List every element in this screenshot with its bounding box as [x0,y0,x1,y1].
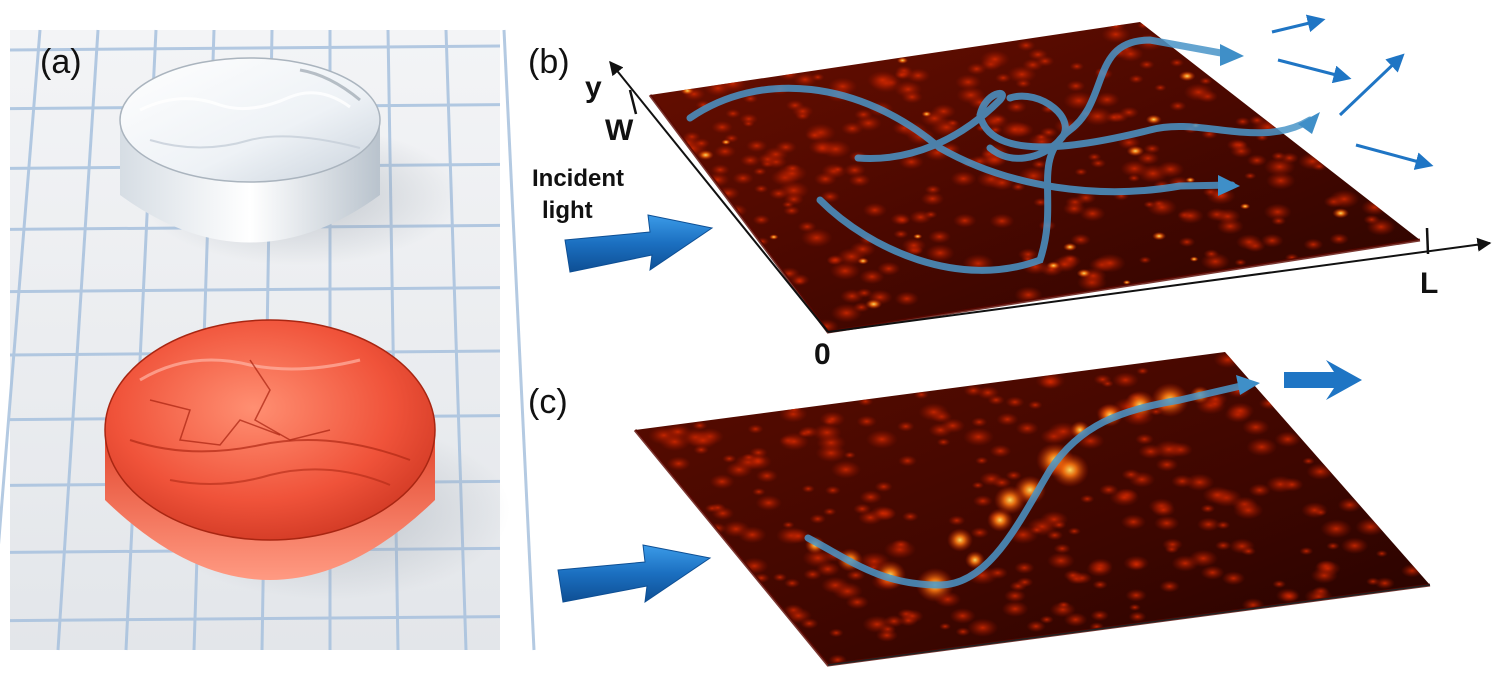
panel-b-label: (b) [528,43,570,81]
panel-b: (b) y W 0 L Incident light [528,14,1492,371]
axis-w-tick [628,89,638,115]
panel-a-label: (a) [40,43,82,81]
output-arrows-diffuse [1271,14,1434,170]
axis-x-line [827,237,1492,333]
scattering-path-1 [686,84,1236,196]
axis-y-line [609,60,829,333]
panel-c: (c) [528,352,1431,667]
panel-a: (a) [0,29,536,651]
incident-arrow-icon [564,214,714,273]
scattering-path-3 [816,36,1236,274]
channel-arrowhead [1236,375,1260,395]
panel-c-label: (c) [528,383,568,421]
path-arrowhead-3 [1298,112,1320,134]
output-arrow-icon [1284,360,1362,400]
path-arrowhead-2 [1220,44,1244,66]
axis-l-tick [1425,227,1430,255]
graph-paper-grid [0,29,536,651]
red-disk [104,319,436,580]
incident-arrow-icon [557,544,712,604]
axis-y-label: y [585,71,602,104]
transmission-channel-path [804,381,1249,589]
incident-light-label-line1: Incident [532,165,624,192]
output-arrow-icon [1277,58,1352,84]
clear-disk [119,57,381,243]
axis-origin-label: 0 [814,338,831,371]
panel-c-speckle-texture [648,352,1424,665]
axis-w-label: W [605,114,634,147]
panel-c-front-edge [827,584,1431,666]
axis-l-label: L [1420,267,1438,300]
output-arrow-icon [1355,143,1434,170]
output-arrow-icon [1338,53,1405,117]
incident-light-label-line2: light [542,197,593,224]
output-arrow-icon [1271,14,1326,34]
path-arrowhead-1 [1218,175,1240,196]
scattering-path-2 [854,89,1314,162]
scattering-paths [686,36,1314,274]
scattering-path-4 [986,92,1069,162]
